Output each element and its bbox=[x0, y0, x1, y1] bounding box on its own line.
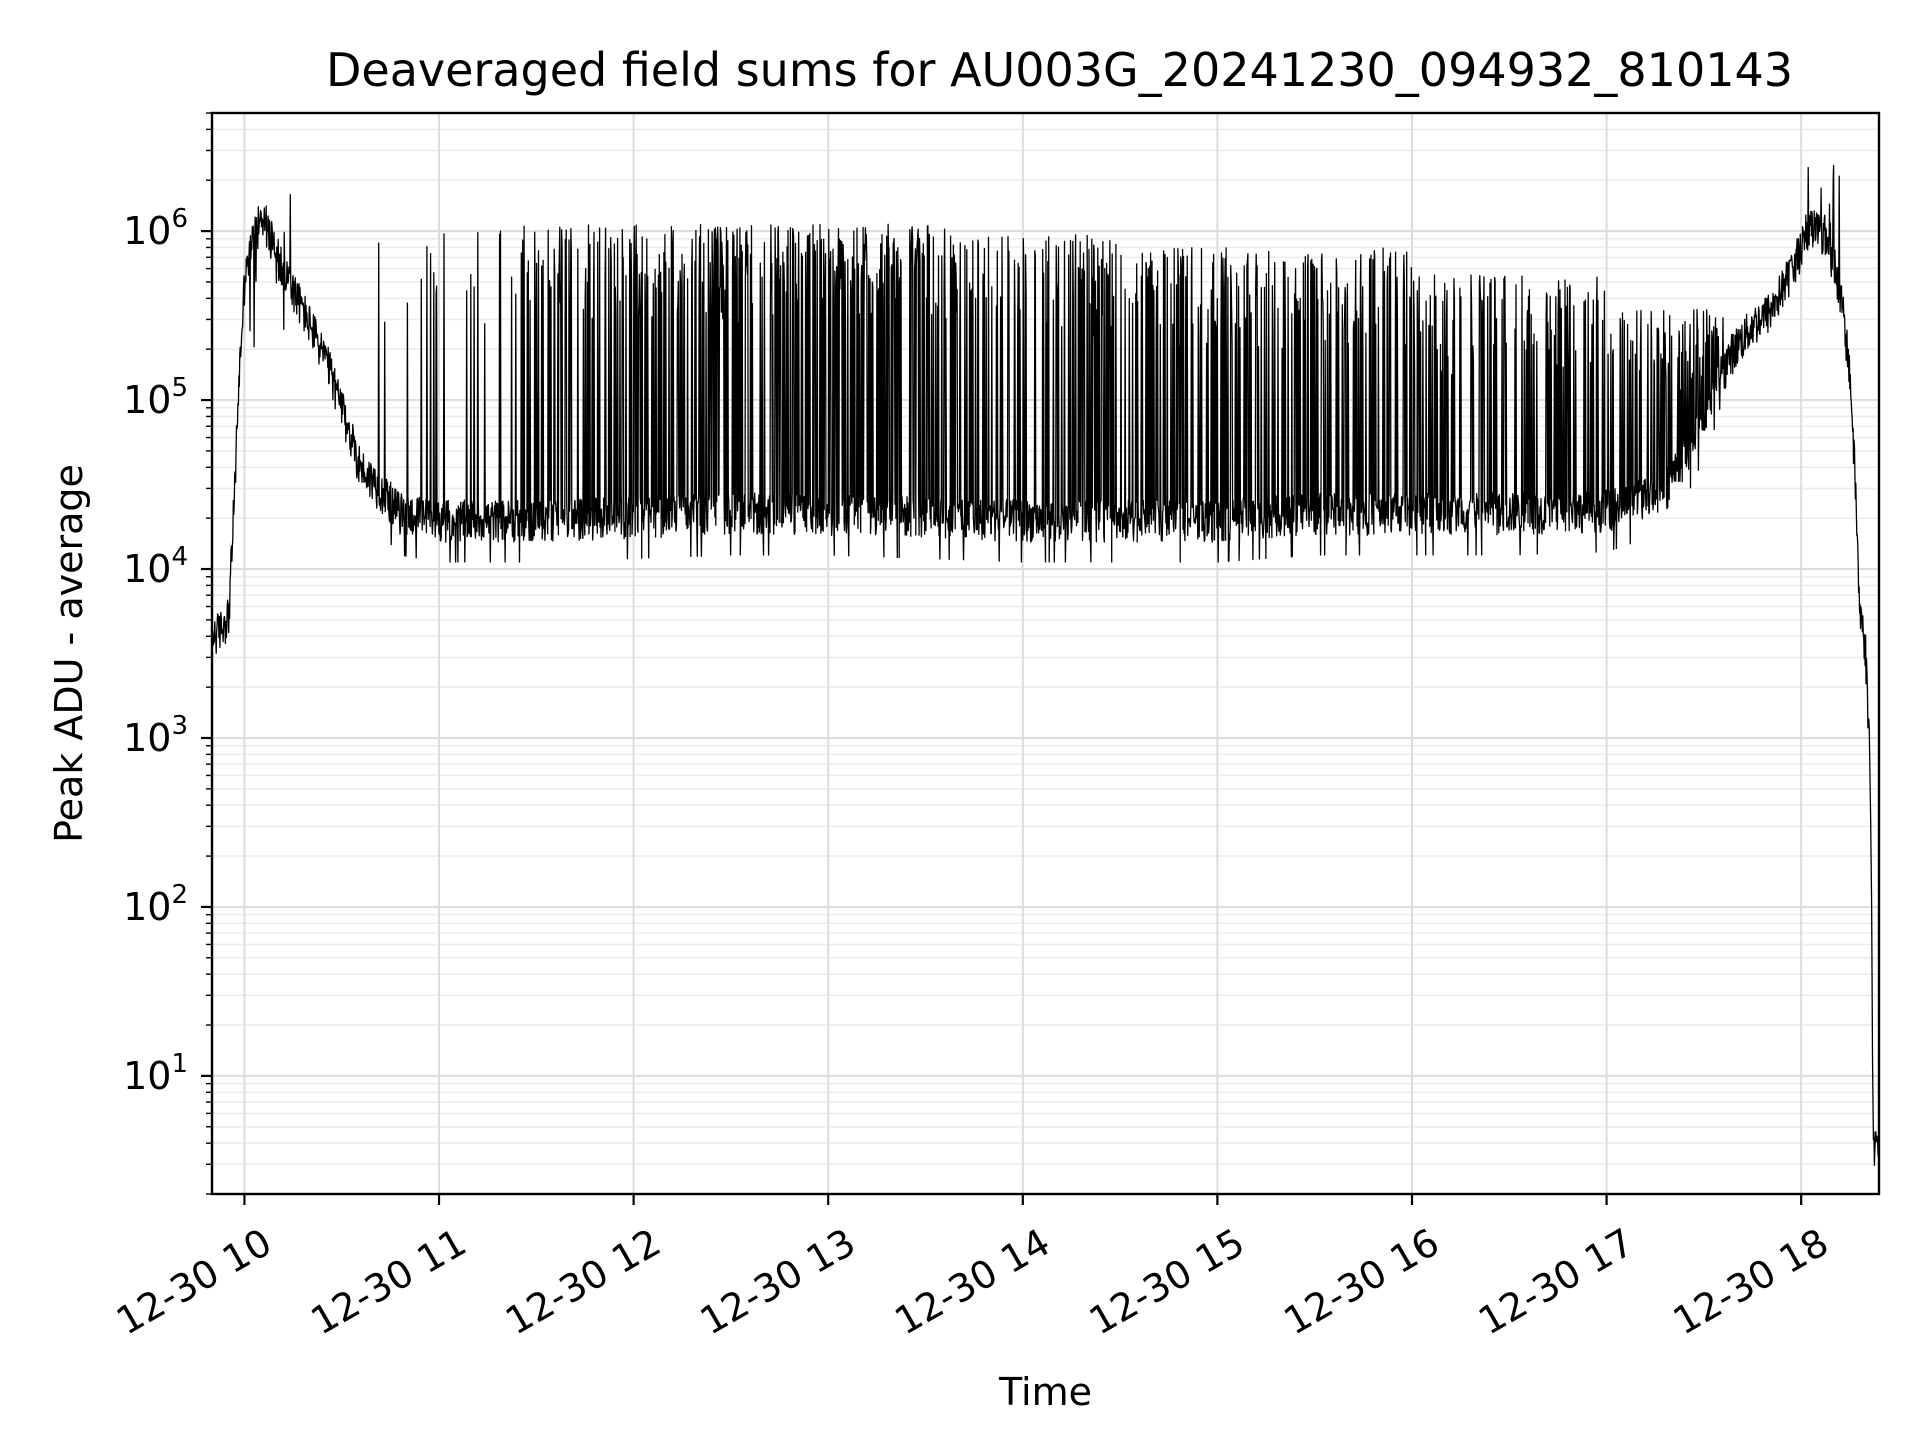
ticks bbox=[201, 112, 1803, 1205]
x-tick-label: 12-30 10 bbox=[109, 1220, 279, 1344]
plot-frame bbox=[210, 111, 1881, 1196]
x-tick-label: 12-30 16 bbox=[1277, 1220, 1447, 1344]
x-axis-label: Time bbox=[998, 1370, 1092, 1414]
y-tick-label: 105 bbox=[123, 373, 188, 422]
y-tick-label: 102 bbox=[123, 880, 188, 929]
x-tick-label: 12-30 14 bbox=[887, 1220, 1057, 1344]
y-axis-label: Peak ADU - average bbox=[47, 464, 91, 843]
x-tick-label: 12-30 18 bbox=[1666, 1220, 1836, 1344]
series-line bbox=[211, 164, 1880, 1167]
x-tick-label: 12-30 12 bbox=[498, 1220, 668, 1344]
x-tick-label: 12-30 11 bbox=[304, 1220, 474, 1344]
y-tick-label: 101 bbox=[123, 1049, 188, 1098]
y-tick-label: 104 bbox=[123, 542, 188, 591]
x-tick-label: 12-30 13 bbox=[693, 1220, 863, 1344]
series-layer bbox=[211, 164, 1880, 1167]
x-tick-label: 12-30 15 bbox=[1082, 1220, 1252, 1344]
chart-title: Deaveraged field sums for AU003G_2024123… bbox=[326, 43, 1793, 97]
y-tick-label: 103 bbox=[123, 711, 188, 760]
y-tick-label: 106 bbox=[123, 204, 188, 253]
x-tick-label: 12-30 17 bbox=[1471, 1220, 1641, 1344]
